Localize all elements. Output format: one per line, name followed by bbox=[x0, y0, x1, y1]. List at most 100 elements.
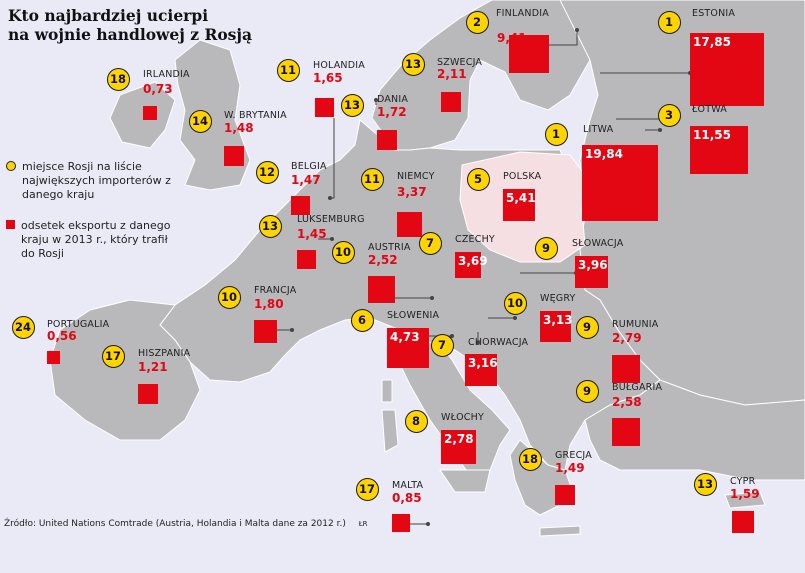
hiszpania-share-box bbox=[138, 384, 158, 404]
czechy-name-label: CZECHY bbox=[455, 234, 495, 245]
austria-rank-marker: 10 bbox=[331, 240, 355, 264]
estonia-name-label: ESTONIA bbox=[692, 8, 736, 19]
share-square-icon bbox=[6, 220, 15, 229]
cypr-share-box bbox=[732, 511, 754, 533]
chorwacja-name-label: CHORWACJA bbox=[468, 337, 529, 348]
holandia-connector-dot bbox=[328, 196, 332, 200]
polska-value-label: 5,41 bbox=[506, 191, 536, 205]
niemcy-rank-marker: 11 bbox=[360, 167, 384, 191]
cypr-value-label: 1,59 bbox=[730, 487, 760, 501]
austria-connector-dot bbox=[430, 296, 434, 300]
chorwacja-connector-dot bbox=[476, 341, 480, 345]
francja-share-box bbox=[254, 320, 277, 343]
litwa-share-box bbox=[582, 145, 658, 221]
dania-value-label: 1,72 bbox=[377, 105, 407, 119]
estonia-value-label: 17,85 bbox=[693, 35, 731, 49]
ireland-shape bbox=[109, 81, 176, 149]
slowacja-value-label: 3,96 bbox=[578, 258, 608, 272]
infographic-title: Kto najbardziej ucierpi na wojnie handlo… bbox=[8, 6, 252, 44]
szwecja-value-label: 2,11 bbox=[437, 67, 467, 81]
austria-value-label: 2,52 bbox=[368, 253, 398, 267]
title-line-2: na wojnie handlowej z Rosją bbox=[8, 25, 253, 44]
luksemburg-value-label: 1,45 bbox=[297, 227, 327, 241]
w-brytania-name-label: W. BRYTANIA bbox=[224, 110, 287, 121]
holandia-name-label: HOLANDIA bbox=[313, 60, 365, 71]
author-credit: ŁR bbox=[358, 520, 368, 528]
irlandia-share-box bbox=[143, 106, 157, 120]
grecja-value-label: 1,49 bbox=[555, 461, 585, 475]
litwa-name-label: LITWA bbox=[583, 124, 614, 135]
legend-rank-text: miejsce Rosji na liście największych imp… bbox=[22, 160, 171, 201]
wegry-value-label: 3,13 bbox=[543, 313, 573, 327]
wlochy-share-box bbox=[441, 430, 476, 464]
source-text: Źródło: United Nations Comtrade (Austria… bbox=[4, 519, 346, 529]
cypr-name-label: CYPR bbox=[730, 476, 756, 487]
malta-connector-dot bbox=[426, 522, 430, 526]
irlandia-name-label: IRLANDIA bbox=[143, 69, 190, 80]
luksemburg-name-label: LUKSEMBURG bbox=[297, 214, 365, 225]
w-brytania-share-box bbox=[224, 146, 244, 166]
legend-share: odsetek eksportu z danego kraju w 2013 r… bbox=[6, 219, 181, 261]
dania-rank-marker: 13 bbox=[340, 93, 364, 117]
wegry-name-label: WĘGRY bbox=[540, 293, 576, 304]
lotwa-rank-marker: 3 bbox=[657, 103, 681, 127]
niemcy-share-box bbox=[397, 212, 422, 237]
source-note: Źródło: United Nations Comtrade (Austria… bbox=[4, 519, 368, 529]
estonia-rank-marker: 1 bbox=[657, 10, 681, 34]
finlandia-connector bbox=[549, 30, 578, 46]
finlandia-connector-dot bbox=[575, 28, 579, 32]
malta-value-label: 0,85 bbox=[392, 491, 422, 505]
estonia-share-box bbox=[690, 33, 764, 106]
litwa-connector-dot bbox=[658, 128, 662, 132]
bulgaria-value-label: 2,58 bbox=[612, 395, 642, 409]
hiszpania-value-label: 1,21 bbox=[138, 360, 168, 374]
finlandia-share-box bbox=[509, 35, 549, 73]
rumunia-rank-marker: 9 bbox=[575, 315, 599, 339]
malta-rank-marker: 17 bbox=[355, 477, 379, 501]
finlandia-value-label: 9,41 bbox=[497, 31, 527, 45]
grecja-share-box bbox=[555, 485, 575, 505]
sicily-shape bbox=[439, 469, 491, 493]
francja-value-label: 1,80 bbox=[254, 297, 284, 311]
litwa-value-label: 19,84 bbox=[585, 147, 623, 161]
holandia-share-box bbox=[315, 98, 334, 117]
austria-name-label: AUSTRIA bbox=[368, 242, 411, 253]
polska-share-box bbox=[503, 189, 535, 221]
holandia-rank-marker: 11 bbox=[276, 58, 300, 82]
legend-rank: miejsce Rosji na liście największych imp… bbox=[6, 160, 182, 202]
wegry-rank-marker: 10 bbox=[503, 291, 527, 315]
bulgaria-share-box bbox=[612, 418, 640, 446]
niemcy-name-label: NIEMCY bbox=[397, 171, 435, 182]
cyprus-shape bbox=[724, 491, 766, 509]
rumunia-name-label: RUMUNIA bbox=[612, 319, 659, 330]
litwa-rank-marker: 1 bbox=[544, 122, 568, 146]
chorwacja-share-box bbox=[465, 354, 497, 386]
grecja-rank-marker: 18 bbox=[518, 447, 542, 471]
hiszpania-name-label: HISZPANIA bbox=[138, 348, 191, 359]
bulgaria-name-label: BUŁGARIA bbox=[612, 382, 663, 393]
francja-connector-dot bbox=[290, 328, 294, 332]
wlochy-value-label: 2,78 bbox=[444, 432, 474, 446]
finlandia-rank-marker: 2 bbox=[465, 10, 489, 34]
w-brytania-rank-marker: 14 bbox=[188, 109, 212, 133]
polska-name-label: POLSKA bbox=[503, 171, 542, 182]
malta-share-box bbox=[392, 514, 410, 532]
portugalia-name-label: PORTUGALIA bbox=[47, 319, 110, 330]
finlandia-name-label: FINLANDIA bbox=[496, 8, 549, 19]
slowenia-name-label: SŁOWENIA bbox=[387, 310, 440, 321]
cypr-rank-marker: 13 bbox=[693, 472, 717, 496]
luksemburg-rank-marker: 13 bbox=[258, 214, 282, 238]
portugalia-value-label: 0,56 bbox=[47, 329, 77, 343]
szwecja-name-label: SZWECJA bbox=[437, 57, 483, 68]
chorwacja-value-label: 3,16 bbox=[468, 356, 498, 370]
szwecja-share-box bbox=[441, 92, 461, 112]
lotwa-name-label: ŁOTWA bbox=[692, 104, 727, 115]
niemcy-value-label: 3,37 bbox=[397, 185, 427, 199]
polska-rank-marker: 5 bbox=[466, 167, 490, 191]
irlandia-rank-marker: 18 bbox=[106, 67, 130, 91]
slowacja-share-box bbox=[575, 256, 608, 288]
francja-name-label: FRANCJA bbox=[254, 285, 297, 296]
austria-share-box bbox=[368, 276, 395, 303]
rank-marker-icon bbox=[6, 161, 16, 171]
